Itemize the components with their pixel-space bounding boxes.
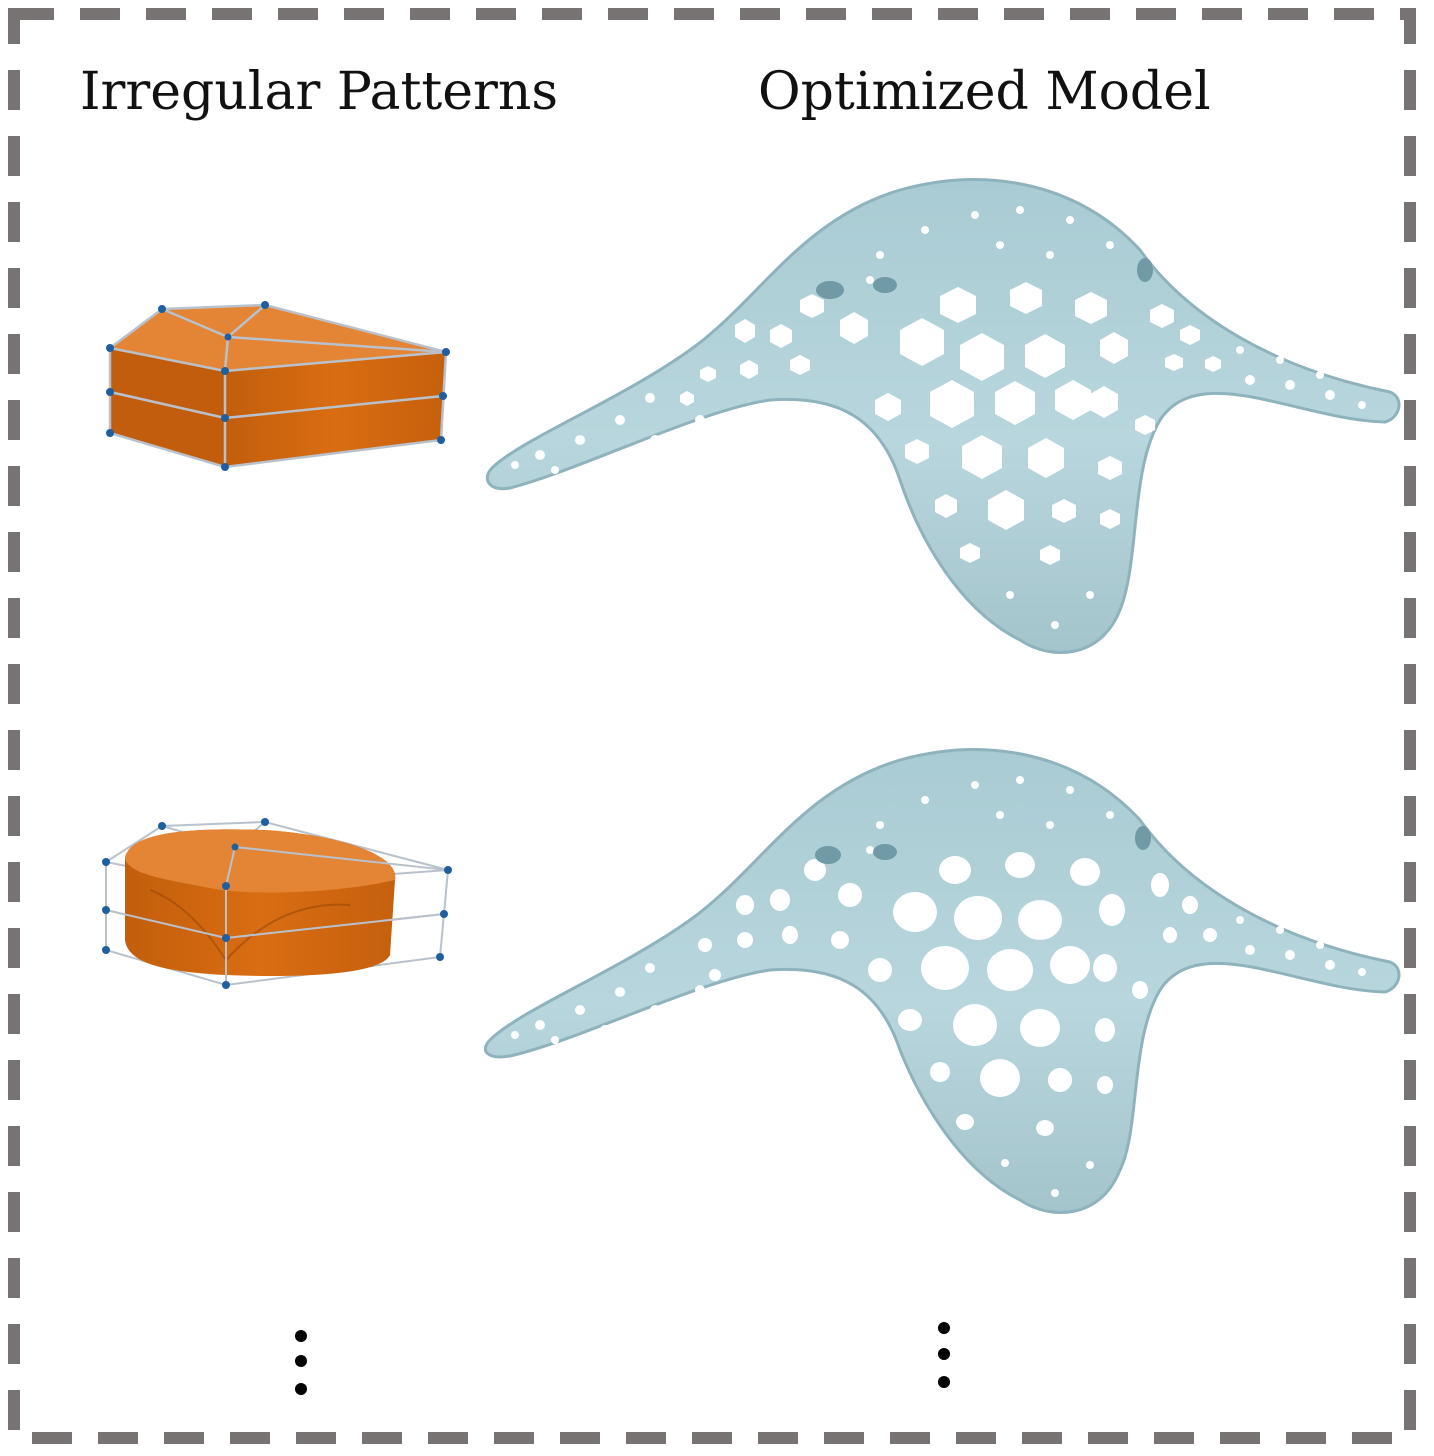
optimized-model-elliptical	[484, 748, 1401, 1214]
optimized-model-hexagonal	[486, 178, 1401, 654]
optimized-model-heading: Optimized Model	[758, 62, 1211, 122]
irregular-patterns-heading: Irregular Patterns	[80, 62, 559, 122]
ellipsis-left	[295, 1330, 307, 1395]
dashed-frame	[8, 8, 1416, 1444]
pattern-cell-hexagonal	[106, 301, 450, 471]
pattern-cell-rounded	[102, 818, 452, 989]
ellipsis-right	[938, 1322, 950, 1388]
